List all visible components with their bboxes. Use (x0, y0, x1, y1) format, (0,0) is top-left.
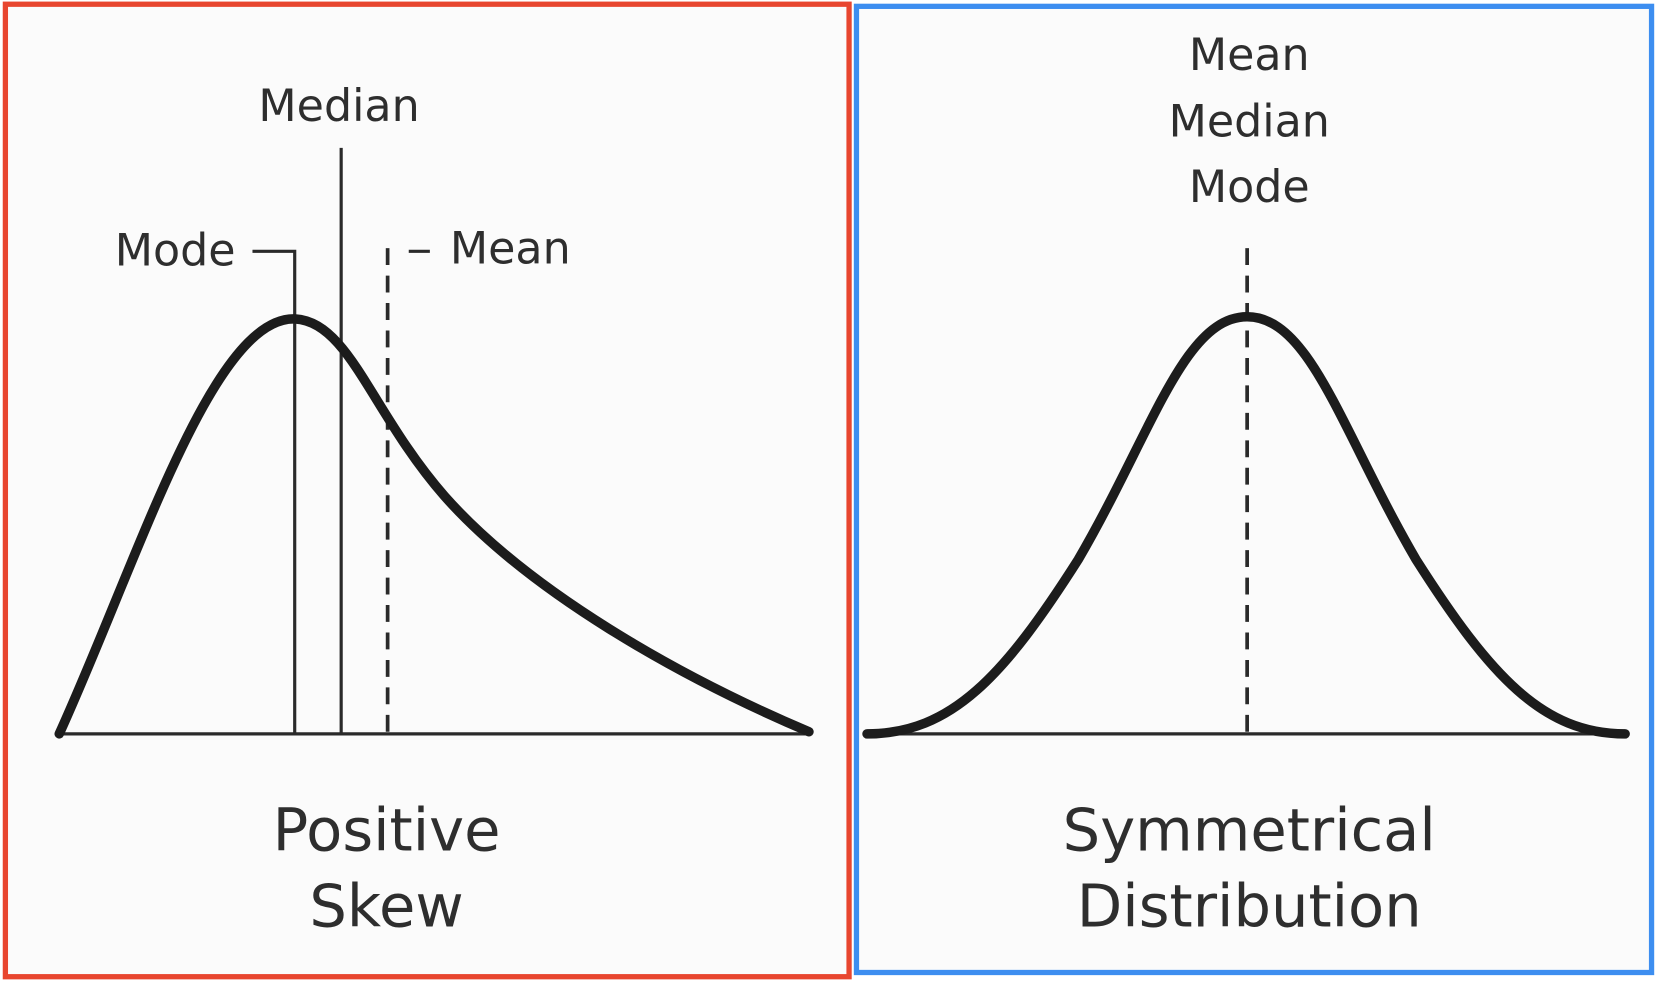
median-label: Median (258, 81, 419, 132)
caption-line: Distribution (1077, 871, 1422, 940)
stat-label: Mode (1189, 162, 1310, 213)
bell-curve (862, 312, 1630, 739)
stat-label: Mean (1189, 30, 1310, 81)
panel-frame (853, 3, 1655, 976)
panel-frame (2, 1, 852, 980)
caption-line: Positive (273, 795, 501, 864)
stat-label: Median (1169, 97, 1330, 148)
positive-skew-panel: Median Mode Mean Positive Skew (2, 1, 852, 980)
symmetrical-panel: Mean Median Mode Symmetrical Distributio… (853, 3, 1655, 976)
mode-line (252, 249, 297, 734)
caption-line: Symmetrical (1063, 795, 1436, 864)
mean-label: Mean (450, 223, 571, 274)
caption-line: Skew (309, 871, 463, 940)
skewed-curve (54, 314, 814, 739)
mode-label: Mode (115, 225, 236, 276)
